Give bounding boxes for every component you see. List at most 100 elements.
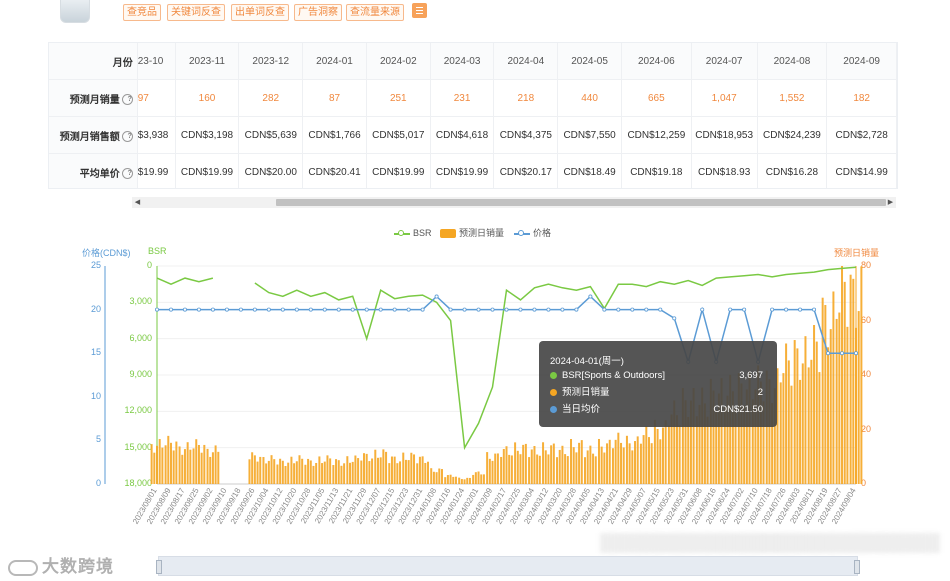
sales-bar bbox=[631, 450, 634, 484]
sales-bar bbox=[164, 445, 167, 484]
sales-bar bbox=[564, 454, 567, 484]
table-cell: 182 bbox=[826, 79, 897, 117]
sales-bar bbox=[186, 442, 189, 484]
sales-bar bbox=[524, 443, 527, 484]
table-cell: CDN$18.93 bbox=[691, 153, 758, 188]
help-icon[interactable]: ? bbox=[121, 168, 133, 180]
sales-bar bbox=[793, 340, 796, 484]
sales-bar bbox=[494, 453, 497, 484]
legend-item-bsr[interactable]: BSR bbox=[394, 226, 432, 240]
chart-tooltip: 2024-04-01(周一) BSR[Sports & Outdoors] 3,… bbox=[539, 341, 777, 427]
help-icon[interactable]: ? bbox=[121, 131, 133, 143]
tag-order-keyword-reverse-button[interactable]: 出单词反查 bbox=[231, 4, 289, 21]
price-point bbox=[518, 307, 523, 312]
sales-bar bbox=[508, 454, 511, 484]
legend-item-price[interactable]: 价格 bbox=[514, 226, 551, 240]
price-point bbox=[532, 307, 537, 312]
product-thumbnail[interactable] bbox=[60, 0, 90, 23]
price-point bbox=[252, 307, 257, 312]
sales-bar bbox=[578, 442, 581, 484]
scroll-right-arrow-icon[interactable]: ▶ bbox=[887, 199, 894, 206]
x-tick-label: 2024/06/16 bbox=[690, 486, 718, 526]
x-tick-label: 2024/05/23 bbox=[648, 486, 676, 526]
price-tick-label: 0 bbox=[95, 478, 101, 488]
sales-bar bbox=[799, 379, 802, 484]
sales-bar bbox=[855, 327, 857, 484]
tag-traffic-source-button[interactable]: 查流量来源 bbox=[346, 4, 404, 21]
table-horizontal-scrollbar[interactable]: ◀ ▶ bbox=[132, 197, 896, 208]
price-point bbox=[588, 294, 593, 299]
sales-bar bbox=[536, 454, 539, 484]
tag-competitors-button[interactable]: 查竞品 bbox=[123, 4, 161, 21]
sales-bar bbox=[796, 348, 799, 484]
price-point bbox=[672, 316, 677, 321]
x-tick-label: 2023/08/25 bbox=[173, 486, 201, 526]
tag-ad-insight-button[interactable]: 广告洞察 bbox=[294, 4, 342, 21]
scrollbar-thumb[interactable] bbox=[276, 199, 886, 206]
month-header: 2023-11 bbox=[175, 43, 240, 80]
help-icon[interactable]: ? bbox=[121, 94, 133, 106]
table-cell: CDN$18.49 bbox=[557, 153, 622, 188]
chart-zoom-slider[interactable] bbox=[156, 556, 860, 576]
sales-bar bbox=[458, 477, 461, 484]
sales-bar bbox=[522, 444, 525, 484]
sales-bar bbox=[474, 472, 477, 484]
table-cell: CDN$12,259 bbox=[621, 116, 692, 154]
sales-bar bbox=[818, 372, 821, 484]
sales-bar bbox=[332, 465, 335, 484]
price-point bbox=[574, 307, 579, 312]
x-tick-label: 2024/04/29 bbox=[606, 486, 634, 526]
price-point bbox=[742, 307, 747, 312]
month-header-label: 月份 bbox=[49, 43, 138, 80]
bsr-axis-title: BSR bbox=[148, 246, 167, 256]
x-tick-label: 2023/12/31 bbox=[397, 486, 425, 526]
sales-bar bbox=[273, 459, 276, 484]
sales-bar bbox=[583, 457, 586, 484]
zoom-handle-right[interactable] bbox=[854, 560, 860, 574]
price-axis-title: 价格(CDN$) bbox=[82, 248, 131, 258]
sales-bar bbox=[821, 297, 824, 484]
table-cell: CDN$3,198 bbox=[175, 116, 240, 154]
sales-bar bbox=[175, 441, 178, 484]
sales-bar bbox=[440, 469, 443, 484]
month-header: 2023-12 bbox=[238, 43, 304, 80]
sales-bar bbox=[488, 458, 491, 484]
sales-bar bbox=[427, 461, 430, 484]
legend-bar-icon bbox=[440, 229, 456, 239]
x-tick-label: 2023/10/20 bbox=[271, 486, 299, 526]
sales-bar bbox=[472, 474, 475, 484]
x-tick-label: 2024/07/10 bbox=[732, 486, 760, 526]
price-tick-label: 5 bbox=[95, 434, 101, 445]
sales-bar bbox=[570, 438, 573, 484]
sales-bar bbox=[301, 458, 304, 484]
legend-item-daily-sales[interactable]: 预测日销量 bbox=[440, 226, 504, 240]
price-point bbox=[182, 307, 187, 312]
sales-bar bbox=[203, 444, 206, 484]
sales-bar bbox=[189, 449, 192, 484]
x-tick-label: 2023/11/21 bbox=[327, 486, 355, 525]
month-header: 2024-02 bbox=[366, 43, 431, 80]
sales-bar bbox=[575, 452, 578, 484]
sales-bar bbox=[661, 427, 664, 484]
sales-bar bbox=[628, 443, 631, 484]
zoom-handle-left[interactable] bbox=[156, 560, 162, 574]
sales-bar bbox=[156, 445, 158, 484]
sales-bar bbox=[468, 477, 471, 484]
sales-bar bbox=[326, 455, 329, 484]
sales-bar bbox=[206, 448, 209, 484]
sales-bar bbox=[217, 451, 220, 484]
list-icon[interactable] bbox=[412, 3, 427, 18]
bsr-dot-icon bbox=[550, 371, 557, 379]
table-cell: 1,552 bbox=[757, 79, 828, 117]
sales-bar bbox=[645, 426, 648, 484]
sales-bar bbox=[625, 435, 628, 484]
scroll-left-arrow-icon[interactable]: ◀ bbox=[134, 199, 141, 206]
tag-keyword-reverse-button[interactable]: 关键词反查 bbox=[167, 4, 225, 21]
x-tick-label: 2024/05/15 bbox=[634, 486, 662, 526]
chart-legend: BSR 预测日销量 价格 bbox=[0, 226, 950, 240]
sales-bar bbox=[678, 425, 681, 484]
sales-bar bbox=[500, 456, 503, 484]
sales-bar bbox=[329, 458, 332, 484]
sales-bar bbox=[253, 455, 256, 484]
sales-bar bbox=[309, 460, 312, 484]
